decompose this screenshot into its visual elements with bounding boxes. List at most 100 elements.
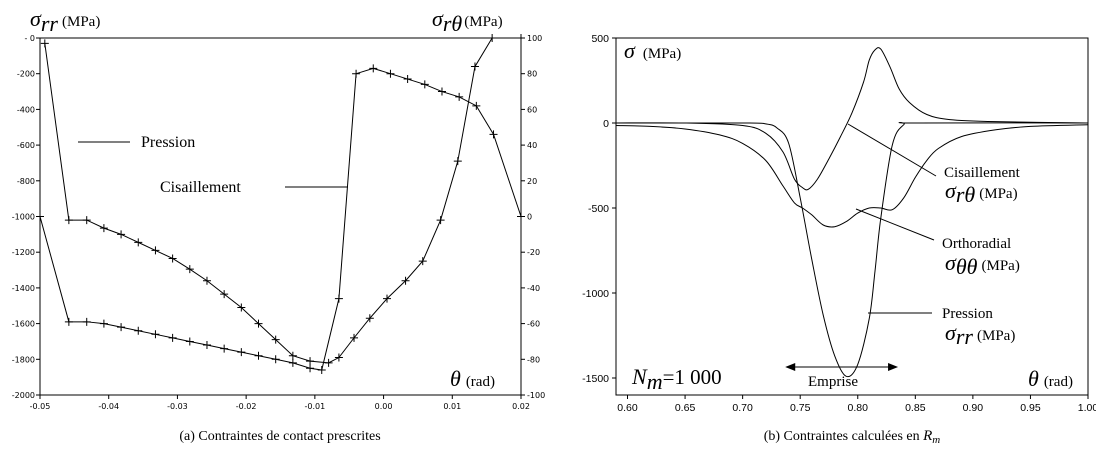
cisaillement-point-a (288, 358, 297, 367)
cisaillement-point-a (185, 337, 194, 346)
y-tick-label: 500 (591, 33, 609, 45)
cisaillement-point-a (134, 326, 143, 335)
nm-value: =1 000 (663, 365, 722, 389)
pression-sub-b: rr (956, 324, 974, 349)
x-tick-label: 0.85 (905, 402, 926, 414)
emprise-arrow (785, 363, 899, 371)
cisaillement-point-a (455, 92, 464, 101)
y-left-tick-label: -800 (17, 177, 35, 186)
orthoradial-line-b (615, 124, 1089, 228)
emprise-arrowhead-left (785, 363, 796, 371)
nm-inset: Nm=1 000 (631, 364, 722, 394)
pression-point-a (350, 333, 359, 342)
y-left-tick-label: -600 (17, 141, 35, 150)
x-tick-label: 0.60 (617, 402, 638, 414)
pression-point-a (288, 351, 297, 360)
emprise-arrowhead-right (888, 363, 899, 371)
caption-b-text: (b) Contraintes calculées en (764, 429, 923, 444)
x-tick-label: 0.02 (512, 402, 530, 411)
pression-symbol-b: σrr (MPa) (945, 320, 1015, 349)
x-tick-label: 0.75 (790, 402, 811, 414)
cisaillement-point-a (306, 364, 315, 373)
cisaillement-point-a (420, 80, 429, 89)
cisaillement-point-a (117, 323, 126, 332)
chart-b: 0.60 0.65 0.70 0.75 0.80 0.85 0.90 0.95 1.00 500… (582, 33, 1096, 446)
y-right-tick-label: 60 (527, 105, 537, 114)
cisaillement-leader-b (847, 123, 937, 177)
cisaillement-sym-b: σ (945, 178, 957, 203)
x-tick-label: 0.80 (848, 402, 869, 414)
x-tick-label: 0.01 (443, 402, 461, 411)
cisaillement-point-a (352, 69, 361, 78)
cisaillement-point-a (202, 341, 211, 350)
chart-a-series (36, 34, 525, 375)
pression-line-b (615, 122, 1089, 378)
y-right-tick-label: 80 (527, 70, 537, 79)
x-tick-label: 0.90 (963, 402, 984, 414)
y-tick-label: 0 (603, 118, 609, 130)
chart-a-x-unit: (rad) (466, 374, 495, 390)
cisaillement-point-a (151, 330, 160, 339)
chart-a: -0.05 -0.04 -0.03 -0.02 -0.01 0.00 0.01 0.02 - … (12, 6, 545, 444)
y-right-tick-label: 0 (527, 213, 532, 222)
pression-point-a (453, 157, 462, 166)
chart-a-x-symbol: θ (450, 366, 461, 391)
chart-a-y-right-ticks: 100 80 60 40 20 0 -20 -40 -60 -80 -100 (521, 34, 545, 400)
cisaillement-point-a (271, 355, 280, 364)
cisaillement-line-b (615, 47, 1089, 191)
pression-point-a (401, 276, 410, 285)
chart-a-x-title: θ (rad) (450, 366, 495, 391)
cisaillement-point-a (64, 317, 73, 326)
pression-point-a (254, 319, 263, 328)
pression-point-a (99, 224, 108, 233)
y-right-tick-label: 40 (527, 141, 537, 150)
chart-a-y-right-unit: (MPa) (464, 14, 502, 30)
chart-b-y-ticks: 500 0 -500 -1000 -1500 (582, 33, 616, 385)
emprise-label: Emprise (808, 374, 858, 390)
pression-point-a (40, 39, 49, 48)
chart-a-y-right-symbol: σ (432, 6, 444, 31)
cisaillement-label-a: Cisaillement (160, 179, 241, 196)
y-left-tick-label: -1800 (12, 355, 35, 364)
x-tick-label: -0.04 (98, 402, 119, 411)
pression-point-a (151, 246, 160, 255)
cisaillement-point-a (168, 333, 177, 342)
chart-a-y-left-sub: rr (41, 11, 59, 36)
chart-a-x-ticks: -0.05 -0.04 -0.03 -0.02 -0.01 0.00 0.01 0.02 (30, 395, 530, 411)
chart-b-y-symbol: σ (624, 38, 636, 63)
y-tick-label: -1000 (582, 288, 609, 300)
chart-a-plot-frame (39, 37, 522, 396)
x-tick-label: 0.65 (675, 402, 696, 414)
chart-b-series (615, 47, 1089, 378)
x-tick-label: -0.03 (167, 402, 188, 411)
pression-point-a (271, 335, 280, 344)
nm-symbol: N (631, 364, 648, 389)
cisaillement-point-a (517, 212, 525, 221)
pression-unit-b: (MPa) (977, 328, 1015, 344)
cisaillement-point-a (317, 366, 326, 375)
y-right-tick-label: -40 (527, 284, 540, 293)
cisaillement-point-a (472, 101, 481, 110)
x-tick-label: 0.95 (1020, 402, 1041, 414)
cisaillement-point-a (237, 348, 246, 357)
pression-point-a (82, 216, 91, 225)
cisaillement-point-a (82, 317, 91, 326)
cisaillement-point-a (254, 351, 263, 360)
y-left-tick-label: -400 (17, 105, 35, 114)
chart-b-y-title: σ (MPa) (624, 38, 681, 63)
y-left-tick-label: -1000 (12, 213, 35, 222)
y-right-tick-label: -80 (527, 355, 540, 364)
y-left-tick-label: -200 (17, 70, 35, 79)
x-tick-label: 0.00 (375, 402, 393, 411)
x-tick-label: -0.02 (236, 402, 257, 411)
cisaillement-point-a (369, 64, 378, 73)
chart-a-y-left-unit: (MPa) (62, 14, 100, 30)
cisaillement-label-b: Cisaillement (944, 165, 1021, 181)
pression-point-a (383, 294, 392, 303)
pression-point-a (306, 357, 315, 366)
cisaillement-point-a (334, 294, 343, 303)
x-tick-label: 0.70 (732, 402, 753, 414)
cisaillement-point-a (99, 319, 108, 328)
y-left-tick-label: - 0 (24, 34, 35, 43)
y-left-tick-label: -1400 (12, 284, 35, 293)
